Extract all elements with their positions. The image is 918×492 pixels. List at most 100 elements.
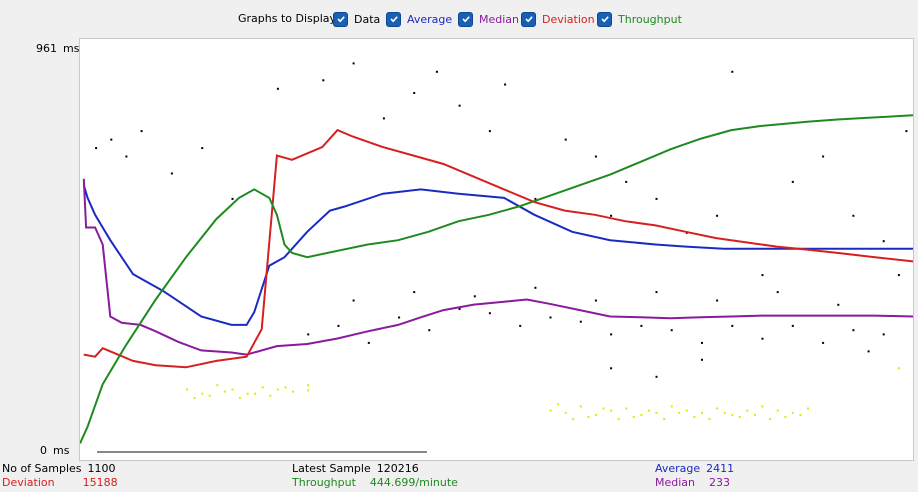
data-point-yellow bbox=[307, 384, 310, 387]
graph-plot-area bbox=[79, 38, 914, 461]
data-point bbox=[852, 329, 855, 332]
data-point bbox=[837, 303, 840, 306]
data-point-yellow bbox=[617, 418, 620, 421]
data-point-yellow bbox=[549, 409, 552, 412]
data-point bbox=[201, 147, 204, 150]
data-point bbox=[670, 329, 673, 332]
data-point bbox=[382, 117, 385, 120]
stat-average: Average 2411 bbox=[655, 462, 734, 475]
data-point bbox=[473, 295, 476, 298]
data-point bbox=[655, 375, 658, 378]
data-point-yellow bbox=[776, 409, 779, 412]
data-point bbox=[549, 316, 552, 319]
data-point bbox=[125, 155, 128, 158]
data-point-yellow bbox=[640, 413, 643, 416]
checkbox-throughput-label: Throughput bbox=[618, 12, 682, 26]
data-point-yellow bbox=[254, 392, 257, 395]
data-point bbox=[322, 79, 325, 82]
data-point-yellow bbox=[276, 388, 279, 391]
stat-median: Median 233 bbox=[655, 476, 730, 489]
data-point-yellow bbox=[670, 405, 673, 408]
stat-throughput-value: 444.699/minute bbox=[369, 476, 458, 489]
data-point bbox=[610, 367, 613, 370]
data-point-yellow bbox=[602, 407, 605, 410]
data-point-yellow bbox=[708, 418, 711, 421]
checkbox-data[interactable]: Data bbox=[333, 10, 380, 28]
y-unit: ms bbox=[63, 42, 80, 55]
data-point-yellow bbox=[791, 411, 794, 414]
checkbox-checked-icon bbox=[458, 11, 473, 27]
data-point bbox=[276, 87, 279, 90]
data-point bbox=[140, 130, 143, 133]
data-point-yellow bbox=[632, 416, 635, 418]
y-unit: ms bbox=[53, 444, 70, 457]
checkbox-average-label: Average bbox=[407, 12, 453, 26]
stat-average-value: 2411 bbox=[706, 462, 735, 475]
checkbox-data-label: Data bbox=[354, 12, 381, 26]
data-point-yellow bbox=[678, 411, 681, 414]
series-line-throughput bbox=[80, 114, 913, 444]
stat-throughput-label: Throughput bbox=[292, 476, 356, 489]
data-point bbox=[488, 312, 491, 315]
data-point bbox=[110, 138, 113, 141]
data-point bbox=[534, 286, 537, 289]
data-point bbox=[625, 180, 628, 183]
graph-svg bbox=[80, 62, 913, 444]
data-point bbox=[170, 172, 173, 175]
data-point-yellow bbox=[723, 411, 726, 414]
data-point-yellow bbox=[625, 407, 628, 410]
checkbox-throughput[interactable]: Throughput bbox=[597, 10, 682, 28]
stat-deviation-label: Deviation bbox=[2, 476, 55, 489]
data-point-yellow bbox=[784, 416, 787, 418]
legend-title: Graphs to Display bbox=[238, 12, 337, 25]
data-point-yellow bbox=[701, 411, 703, 414]
data-point-yellow bbox=[307, 389, 310, 392]
data-point bbox=[791, 324, 794, 327]
data-point-yellow bbox=[587, 416, 590, 418]
data-point bbox=[776, 291, 779, 294]
data-point-yellow bbox=[564, 411, 567, 414]
data-point bbox=[435, 70, 438, 73]
data-point-yellow bbox=[223, 390, 226, 393]
data-point bbox=[504, 83, 507, 86]
data-point-yellow bbox=[731, 413, 734, 416]
series-line-deviation bbox=[83, 128, 913, 369]
stat-latest: Latest Sample 120216 bbox=[292, 462, 419, 475]
stat-average-label: Average bbox=[655, 462, 701, 475]
data-point bbox=[307, 333, 310, 336]
data-point bbox=[488, 130, 491, 133]
data-point-yellow bbox=[754, 413, 756, 416]
checkbox-deviation[interactable]: Deviation bbox=[521, 10, 595, 28]
checkbox-median-label: Median bbox=[479, 12, 520, 26]
checkbox-median[interactable]: Median bbox=[458, 10, 519, 28]
data-point bbox=[716, 299, 719, 302]
data-point bbox=[231, 197, 234, 200]
horizontal-scrollbar[interactable] bbox=[97, 451, 427, 453]
data-point bbox=[413, 291, 416, 294]
data-point bbox=[428, 329, 431, 332]
data-point bbox=[882, 333, 885, 336]
data-point bbox=[458, 104, 461, 107]
data-point bbox=[791, 180, 794, 183]
data-point-yellow bbox=[208, 394, 211, 397]
data-point bbox=[534, 197, 537, 200]
stat-samples-label: No of Samples bbox=[2, 462, 82, 475]
graphs-to-display-bar: Graphs to Display Data Average Median De… bbox=[0, 0, 918, 38]
data-point-yellow bbox=[663, 418, 666, 421]
data-point bbox=[761, 337, 764, 340]
checkbox-average[interactable]: Average bbox=[386, 10, 452, 28]
stat-latest-value: 120216 bbox=[376, 462, 419, 475]
data-point-yellow bbox=[807, 407, 809, 410]
stat-deviation-value: 15188 bbox=[82, 476, 118, 489]
data-point-yellow bbox=[216, 384, 219, 387]
stat-deviation: Deviation 15188 bbox=[2, 476, 118, 489]
checkbox-deviation-label: Deviation bbox=[542, 12, 595, 26]
data-point-yellow bbox=[231, 388, 234, 391]
data-point bbox=[731, 70, 734, 73]
data-point-yellow bbox=[246, 392, 249, 395]
data-point bbox=[594, 299, 597, 302]
checkbox-checked-icon bbox=[386, 11, 401, 27]
y-axis-min-label: 0 ms bbox=[40, 444, 69, 457]
data-point-yellow bbox=[201, 392, 204, 395]
data-point bbox=[761, 274, 764, 277]
